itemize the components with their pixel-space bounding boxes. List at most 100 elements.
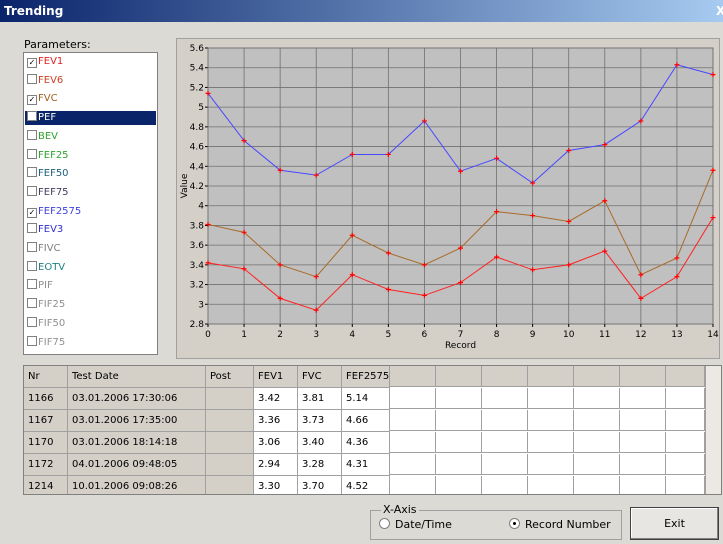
checkbox[interactable] — [27, 73, 37, 84]
point-marker — [349, 151, 355, 157]
table-cell — [390, 454, 436, 475]
radio-button[interactable] — [379, 518, 390, 529]
y-tick-label: 4.6 — [190, 143, 205, 153]
data-table: Nr Test Date Post FEV1 FVC FEF2575 1166 03.01.2… — [23, 365, 722, 495]
table-cell: 5.14 — [342, 388, 390, 410]
y-tick-label: 5.4 — [190, 64, 205, 74]
table-cell — [206, 388, 254, 410]
parameter-item[interactable]: FEF50 — [25, 167, 156, 181]
x-tick-label: 14 — [707, 330, 719, 340]
checkbox[interactable] — [27, 335, 37, 346]
y-tick-label: 3.4 — [190, 261, 205, 271]
scrollbar[interactable] — [705, 366, 721, 494]
point-marker — [385, 151, 391, 157]
table-cell — [666, 388, 705, 409]
x-tick-label: 3 — [313, 330, 319, 340]
table-cell — [528, 432, 574, 453]
checkbox[interactable] — [27, 260, 37, 271]
table-cell — [574, 454, 620, 475]
parameter-item[interactable]: FIF25 — [25, 298, 156, 312]
checkbox[interactable] — [27, 148, 37, 159]
checkbox[interactable] — [27, 223, 37, 234]
parameter-item[interactable]: ✓ FEF2575 — [25, 205, 156, 219]
point-marker — [277, 167, 283, 173]
checkbox[interactable]: ✓ — [27, 58, 37, 68]
x-tick-label: 12 — [635, 330, 646, 340]
table-cell: 3.06 — [254, 432, 298, 454]
header-cell — [390, 366, 436, 387]
table-cell — [482, 410, 528, 431]
table-cell — [206, 410, 254, 432]
parameter-item[interactable]: FEF25 — [25, 148, 156, 163]
parameter-item[interactable]: FEF75 — [25, 185, 156, 200]
table-cell — [436, 476, 482, 494]
checkbox[interactable] — [27, 167, 37, 178]
point-marker — [421, 292, 427, 298]
checkbox[interactable] — [27, 129, 37, 140]
checkbox[interactable] — [27, 185, 37, 196]
checkbox[interactable] — [27, 279, 37, 290]
parameters-label: Parameters: — [24, 38, 91, 51]
radio-option[interactable]: Record Number — [509, 518, 611, 531]
point-marker — [241, 266, 247, 272]
parameter-label: EOTV — [38, 261, 66, 273]
header-cell: FEF2575 — [342, 366, 390, 388]
parameter-item[interactable]: FEV6 — [25, 73, 156, 88]
parameter-item[interactable]: PEF — [25, 111, 156, 126]
point-marker — [458, 245, 463, 251]
parameter-label: FEF2575 — [38, 205, 82, 217]
checkbox[interactable] — [27, 316, 37, 327]
parameter-item[interactable]: FIVC — [25, 242, 156, 256]
checkbox[interactable]: ✓ — [27, 95, 37, 106]
table-cell: 10.01.2006 09:08:26 — [68, 476, 206, 494]
radio-button[interactable] — [509, 518, 520, 529]
table-cell — [620, 476, 666, 494]
table-cell — [206, 432, 254, 454]
table-cell — [666, 476, 705, 494]
parameter-label: FVC — [38, 93, 58, 105]
header-cell — [482, 366, 528, 387]
checkbox[interactable] — [27, 111, 37, 122]
point-marker — [494, 155, 500, 161]
radio-option[interactable]: Date/Time — [379, 518, 452, 531]
table-cell: 1167 — [24, 410, 68, 432]
y-tick-label: 2.8 — [190, 320, 205, 330]
header-cell — [528, 366, 574, 387]
y-tick-label: 4 — [198, 202, 204, 212]
table-cell — [666, 432, 705, 453]
parameter-item[interactable]: EOTV — [25, 260, 156, 275]
table-cell — [528, 388, 574, 409]
checkbox[interactable]: ✓ — [27, 207, 37, 218]
point-marker — [638, 295, 644, 301]
table-cell — [436, 410, 482, 431]
parameter-item[interactable]: BEV — [25, 129, 156, 144]
table-cell — [206, 476, 254, 494]
x-tick-label: 11 — [599, 330, 610, 340]
table-cell: 4.66 — [342, 410, 390, 432]
parameter-item[interactable]: ✓ FVC — [25, 92, 156, 106]
parameter-item[interactable]: PIF — [25, 279, 156, 293]
table-cell — [620, 388, 666, 409]
table-cell: 03.01.2006 18:14:18 — [68, 432, 206, 454]
point-marker — [602, 198, 608, 204]
parameter-item[interactable]: FEV3 — [25, 223, 156, 237]
y-tick-label: 4.2 — [190, 182, 204, 192]
parameter-item[interactable]: FIF50 — [25, 316, 156, 331]
parameter-item[interactable]: FIF75 — [25, 335, 156, 350]
table-cell: 1170 — [24, 432, 68, 454]
parameter-label: FEV1 — [38, 56, 64, 67]
close-button[interactable]: X — [716, 4, 723, 18]
y-tick-label: 5 — [198, 103, 204, 113]
checkbox[interactable] — [27, 298, 37, 309]
table-cell — [528, 410, 574, 431]
exit-button[interactable]: Exit — [630, 507, 719, 540]
chart: 2.8 3 3.2 3.4 3.6 3.8 4 4.2 4.4 4.6 4.8 5 5.2 5.4 5.6 0… — [180, 44, 719, 351]
point-marker — [277, 295, 283, 301]
y-tick-label: 4.8 — [190, 123, 205, 133]
parameter-item[interactable]: ✓ FEV1 — [25, 55, 156, 69]
checkbox[interactable] — [27, 242, 37, 252]
parameter-label: FIF25 — [38, 299, 66, 311]
table-cell — [574, 410, 620, 431]
table-cell — [666, 454, 705, 475]
radio-label: Date/Time — [395, 518, 452, 531]
